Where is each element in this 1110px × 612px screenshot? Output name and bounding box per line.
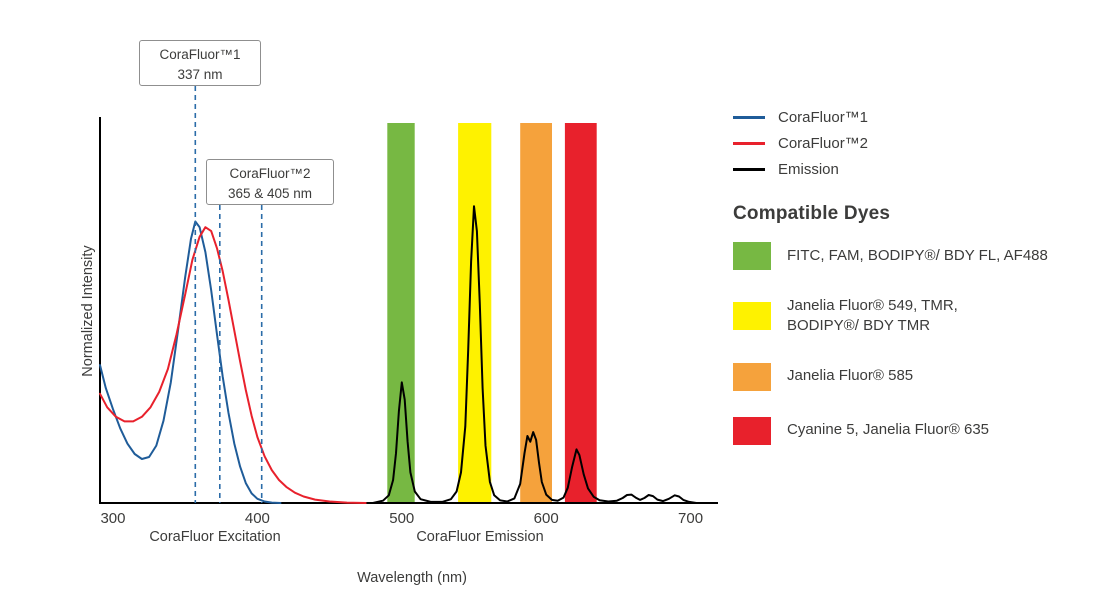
dye-label: FITC, FAM, BODIPY®/ BDY FL, AF488 (787, 246, 1048, 266)
legend: CoraFluor™1 CoraFluor™2 Emission Compati… (733, 104, 1078, 471)
dye-label-line: BODIPY®/ BDY TMR (787, 317, 931, 335)
corafluor2-line-swatch (733, 141, 765, 145)
x-tick-label: 700 (678, 510, 704, 527)
corafluor1-line-swatch (733, 115, 765, 119)
dye-label-line: Janelia Fluor® 549, TMR, (787, 297, 958, 314)
dye-label-line: Cyanine 5, Janelia Fluor® 635 (787, 421, 990, 439)
x-axis-title: Wavelength (nm) (357, 570, 467, 586)
annotation-corafluor2-name: CoraFluor™2 (229, 166, 311, 181)
legend-item-corafluor1: CoraFluor™1 (733, 104, 1078, 130)
filter-band-red (564, 123, 597, 503)
legend-label: CoraFluor™1 (778, 108, 869, 126)
dye-item-yellow: Janelia Fluor® 549, TMR, BODIPY®/ BDY TM… (733, 296, 1078, 337)
annotation-corafluor1: CoraFluor™1 337 nm (139, 40, 261, 86)
annotation-corafluor2-value: 365 & 405 nm (227, 185, 313, 201)
dye-label-line: FITC, FAM, BODIPY®/ BDY FL, AF488 (787, 246, 1048, 264)
compatible-dyes-heading: Compatible Dyes (733, 203, 891, 224)
x-axis-section-label-emission: CoraFluor Emission (416, 529, 544, 545)
dye-label: Cyanine 5, Janelia Fluor® 635 (787, 420, 989, 440)
annotation-corafluor1-name: CoraFluor™1 (159, 47, 241, 62)
annotation-corafluor1-value: 337 nm (177, 66, 223, 82)
dye-label-line: Janelia Fluor® 585 (787, 367, 914, 385)
dye-item-red: Cyanine 5, Janelia Fluor® 635 (733, 416, 1078, 445)
emission-line-swatch (733, 167, 765, 171)
dye-label: Janelia Fluor® 549, TMR, BODIPY®/ BDY TM… (787, 296, 958, 337)
dye-item-green: FITC, FAM, BODIPY®/ BDY FL, AF488 (733, 242, 1078, 270)
dye-item-orange: Janelia Fluor® 585 (733, 362, 1078, 391)
emission-curve (371, 205, 698, 504)
x-tick-label: 600 (533, 510, 559, 527)
x-tick-label: 400 (244, 510, 270, 527)
filter-band-green (387, 123, 415, 503)
green-filter-swatch (733, 242, 771, 270)
yellow-filter-swatch (733, 302, 771, 331)
legend-item-emission: Emission (733, 156, 1078, 182)
excitation-corafluor1-curve (99, 220, 282, 504)
legend-item-corafluor2: CoraFluor™2 (733, 130, 1078, 156)
y-axis-label: Normalized Intensity (80, 245, 96, 377)
annotation-corafluor2: CoraFluor™2 365 & 405 nm (206, 159, 334, 205)
red-filter-swatch (733, 416, 771, 445)
legend-label: Emission (778, 160, 839, 178)
x-tick-label: 300 (100, 510, 126, 527)
dye-label: Janelia Fluor® 585 (787, 366, 913, 386)
orange-filter-swatch (733, 362, 771, 391)
x-tick-label: 500 (389, 510, 415, 527)
excitation-corafluor2-curve (99, 226, 367, 504)
x-axis-section-label-excitation: CoraFluor Excitation (149, 529, 281, 545)
legend-label: CoraFluor™2 (778, 134, 869, 152)
